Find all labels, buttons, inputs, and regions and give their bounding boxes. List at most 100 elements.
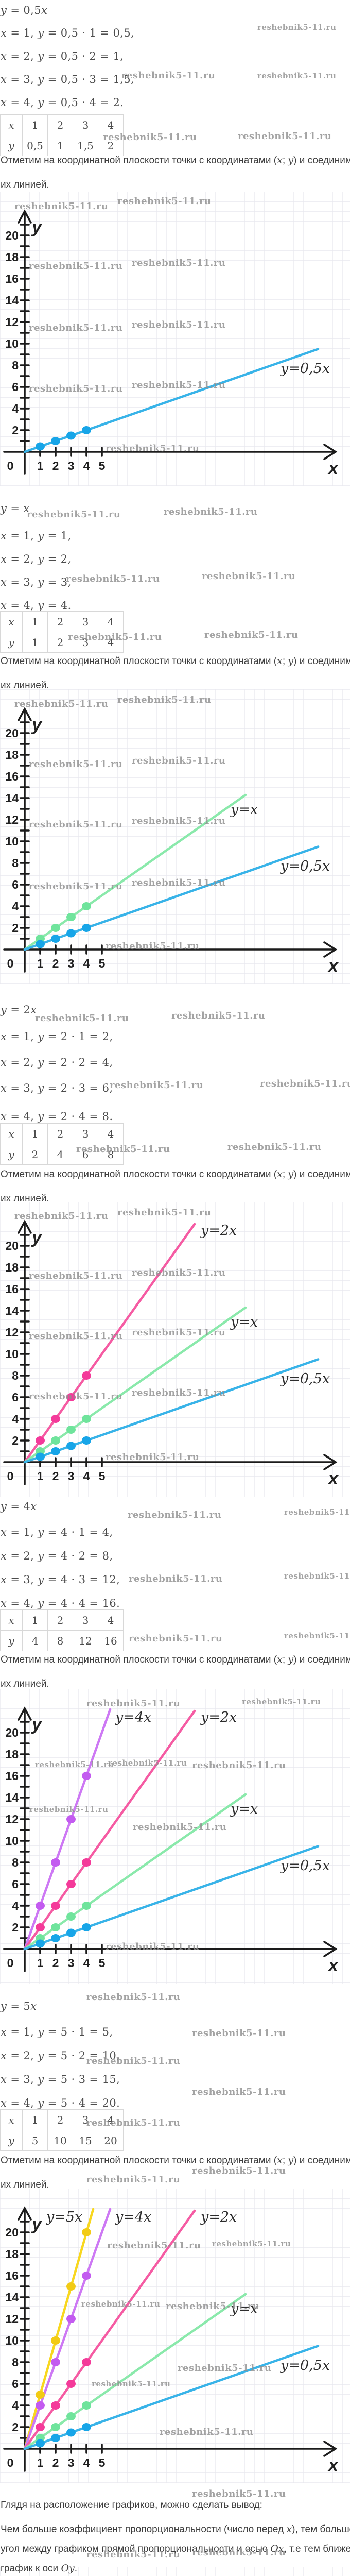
svg-text:8: 8 [12, 856, 19, 870]
conclusion-line: угол между графиком прямой пропорциональ… [1, 2543, 350, 2554]
proportionality-line [23, 1306, 247, 1464]
data-point [66, 1815, 76, 1823]
svg-text:4: 4 [12, 1412, 19, 1426]
substitution-step: x = 4, y = 4 · 4 = 16. [1, 1597, 120, 1609]
table-cell: 2 [47, 1123, 73, 1144]
svg-text:1: 1 [37, 1956, 44, 1970]
data-point [66, 913, 76, 921]
site-watermark: reshebnik5-11.ru [192, 2028, 286, 2039]
data-point [51, 1923, 60, 1931]
x-axis-label: x [327, 1956, 339, 1975]
line-label: y=x [230, 2301, 258, 2317]
axes [3, 2206, 338, 2472]
substitution-step: x = 3, y = 3, [1, 576, 72, 588]
table-row-label: x [0, 2109, 23, 2130]
site-watermark: reshebnik5-11.ru [192, 2087, 286, 2097]
substitution-step: x = 2, y = 0,5 · 2 = 1, [1, 50, 124, 62]
table-cell: 4 [98, 611, 124, 632]
site-watermark: reshebnik5-11.ru [106, 941, 200, 952]
y-axis-label: y [31, 217, 43, 237]
svg-text:2: 2 [12, 423, 19, 437]
plot-note-line: их линией. [1, 680, 49, 691]
plot-note-line: Отметим на координатной плоскости точки … [1, 155, 350, 166]
substitution-step: x = 1, y = 0,5 · 1 = 0,5, [1, 27, 135, 39]
table-cell: 1 [22, 611, 48, 632]
data-point [51, 437, 60, 445]
svg-text:5: 5 [99, 2456, 106, 2469]
line-label: y=0,5x [280, 2358, 330, 2374]
origin-label: 0 [7, 1956, 14, 1970]
site-watermark: reshebnik5-11.ru [27, 509, 121, 520]
site-watermark: reshebnik5-11.ru [121, 70, 216, 81]
line-label: y=2x [200, 2209, 237, 2225]
data-point [66, 929, 76, 938]
line-label: y=4x [115, 2209, 151, 2225]
svg-text:4: 4 [12, 1899, 19, 1912]
svg-text:4: 4 [83, 957, 90, 970]
site-watermark: reshebnik5-11.ru [35, 1760, 114, 1769]
data-point [82, 2228, 91, 2236]
data-point [36, 442, 45, 451]
proportionality-line [23, 2293, 247, 2450]
svg-text:12: 12 [5, 2312, 19, 2326]
site-watermark: reshebnik5-11.ru [35, 1013, 129, 1024]
table-cell: 16 [98, 1630, 124, 1651]
svg-text:18: 18 [5, 1261, 19, 1274]
site-watermark: reshebnik5-11.ru [103, 132, 197, 143]
site-watermark: reshebnik5-11.ru [284, 1507, 350, 1517]
data-point [51, 1902, 60, 1910]
substitution-step: x = 1, y = 2 · 1 = 2, [1, 1030, 113, 1043]
data-point [82, 1415, 91, 1423]
data-point [82, 2401, 91, 2410]
site-watermark: reshebnik5-11.ru [178, 2363, 272, 2374]
table-cell: 2 [47, 2109, 73, 2130]
data-point [36, 1939, 45, 1948]
table-row-label: x [0, 1609, 23, 1631]
table-cell: 1,5 [73, 135, 98, 156]
svg-text:3: 3 [68, 957, 75, 970]
substitution-step: x = 1, y = 1, [1, 530, 72, 542]
svg-text:6: 6 [12, 1391, 19, 1404]
table-row-label: x [0, 114, 23, 135]
origin-label: 0 [7, 1469, 14, 1483]
site-watermark: reshebnik5-11.ru [106, 443, 200, 454]
x-axis-arrow-icon [323, 2441, 338, 2457]
values-table: x 1 2 3 4 y 0,5 1 1,5 2 [0, 114, 124, 156]
svg-text:5: 5 [99, 1469, 106, 1483]
svg-text:12: 12 [5, 315, 19, 329]
data-point [66, 1442, 76, 1450]
axes [3, 209, 338, 475]
data-point [36, 2401, 45, 2410]
svg-text:16: 16 [5, 272, 19, 285]
data-point [66, 2412, 76, 2420]
svg-text:10: 10 [5, 337, 19, 350]
substitution-step: x = 4, y = 0,5 · 4 = 2. [1, 96, 124, 109]
svg-text:3: 3 [68, 2456, 75, 2469]
svg-text:2: 2 [52, 2456, 59, 2469]
table-cell: 20 [98, 2130, 124, 2151]
svg-text:8: 8 [12, 1856, 19, 1869]
site-watermark: reshebnik5-11.ru [86, 2117, 181, 2128]
y-axis-label: y [31, 2214, 43, 2234]
site-watermark: reshebnik5-11.ru [29, 261, 123, 272]
line-label: y=4x [115, 1709, 151, 1725]
site-watermark: reshebnik5-11.ru [132, 1267, 226, 1278]
site-watermark: reshebnik5-11.ru [81, 2299, 161, 2309]
data-point [66, 2282, 76, 2291]
x-axis-label: x [327, 2455, 339, 2475]
site-watermark: reshebnik5-11.ru [132, 877, 226, 888]
origin-label: 0 [7, 2456, 14, 2469]
data-point [36, 1923, 45, 1931]
data-point [51, 2401, 60, 2410]
substitution-step: x = 4, y = 4. [1, 599, 72, 612]
svg-text:18: 18 [5, 250, 19, 264]
data-point [51, 2434, 60, 2442]
table-cell: 2 [47, 1609, 73, 1631]
conclusion-line: Чем больше коэффициент пропорциональност… [1, 2523, 350, 2535]
line-label: y=5x [46, 2209, 82, 2225]
